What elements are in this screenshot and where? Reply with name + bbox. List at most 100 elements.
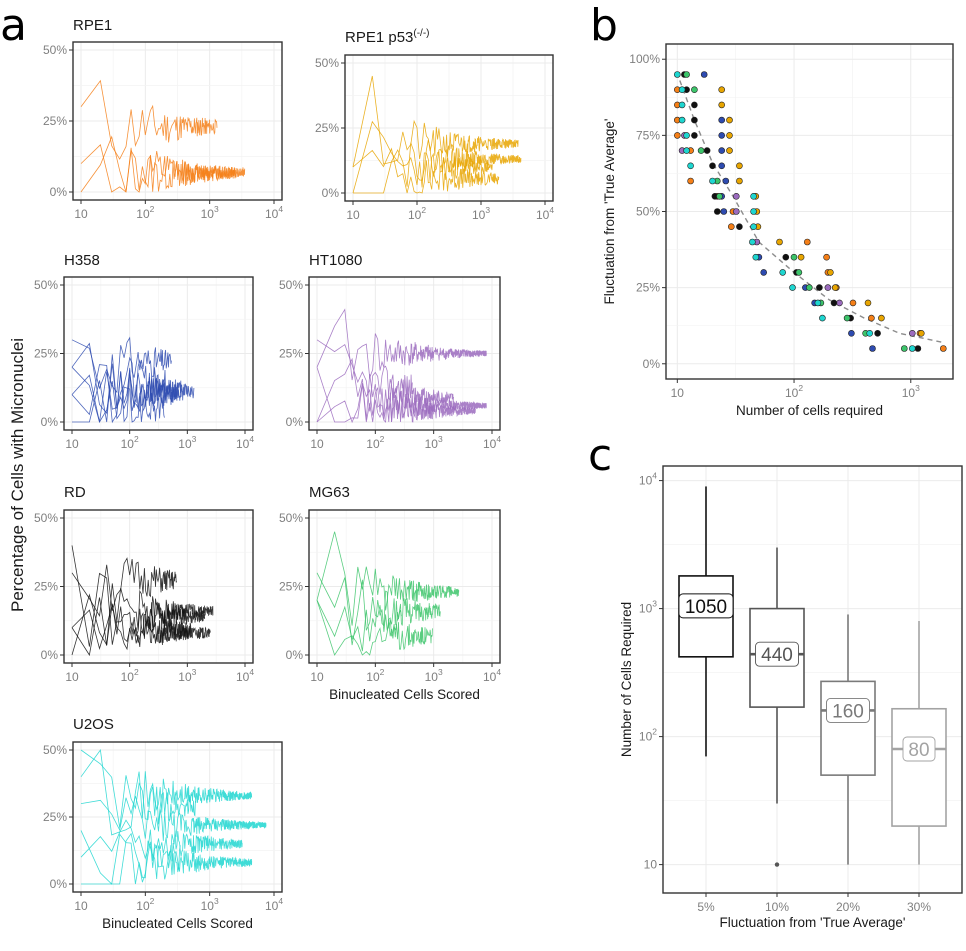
data-point [678,86,686,93]
x-tick-label: 10 [346,208,360,222]
data-point [790,253,798,261]
data-point [732,208,740,215]
x-axis-title: Binucleated Cells Scored [329,687,480,702]
x-tick-label: 102 [136,896,154,913]
y-tick-label: 100% [629,52,660,66]
point-group-ht1080 [678,132,916,337]
data-point [722,177,730,185]
data-point [718,162,726,170]
x-axis-title: Binucleated Cells Scored [102,916,253,931]
y-tick-label: 25% [34,347,58,361]
data-line-series-5 [71,604,193,651]
y-axis-title: Number of Cells Required [619,602,634,757]
facet-rpe1: RPE1 0% 25% 50% 10 102 103 104 [43,17,283,221]
y-tick-label: 75% [636,128,660,142]
data-point [720,208,728,215]
x-tick-label: 10 [65,437,79,451]
facet-title: H358 [64,252,100,269]
data-point [900,345,908,352]
x-tick-label: 103 [201,204,219,221]
data-point [687,177,694,185]
y-tick-label: 50% [279,511,303,525]
data-point [874,329,881,337]
data-point [718,116,726,124]
median-label: 1050 [685,597,727,618]
data-point [836,299,843,307]
data-point [700,71,708,78]
data-point [939,345,947,352]
data-line-series-1 [316,531,460,626]
x-tick-label: 104 [265,896,283,913]
point-group-rpe1-p53 [718,86,925,337]
data-line-series-2 [353,139,522,194]
y-tick-label: 10 [644,858,658,872]
data-point [848,329,855,337]
y-tick-label: 25% [43,810,67,824]
box-iqr [891,707,947,827]
facet-rd: RD 0% 25% 50% 10 102 103 104 [34,484,254,684]
data-point [683,132,690,139]
data-point [914,345,922,352]
data-point [830,299,838,307]
x-tick-label: 103 [425,434,443,451]
y-tick-label: 0% [41,415,59,429]
data-point [849,299,857,307]
point-group-mg63 [683,71,908,352]
data-point [726,147,733,154]
y-axis-title: Fluctuation from 'True Average' [602,119,617,305]
data-point [866,329,874,337]
data-line-series-1 [71,557,177,617]
data-point [683,147,690,154]
data-line-series-1 [316,308,487,381]
median-label-box [755,641,799,667]
data-point [750,208,757,215]
data-point [917,329,925,337]
data-point [687,162,694,170]
panel-c-boxplot: 1050 440 160 80 10 102 103 104 5% 10% 20% 30%Fluctu… [619,465,963,930]
y-tick-label: 50% [43,43,67,57]
data-point [752,253,760,261]
data-line-series-1 [71,336,172,394]
y-tick-label: 50% [279,278,303,292]
x-tick-label: 102 [408,205,426,222]
y-tick-label: 50% [43,743,67,757]
y-tick-label: 50% [636,205,660,219]
data-point [868,314,875,322]
data-line-series-3 [316,599,402,652]
data-point [673,132,681,139]
data-point [795,269,803,276]
facet-ht1080: HT1080 0% 25% 50% 10 102 103 104 [279,252,501,451]
facet-rpe1-p53: RPE1 p53(-/-) 0% 25% 50% 10 102 103 104 [315,28,554,222]
data-line-series-6 [81,832,181,885]
data-point [843,314,851,322]
y-tick-label: 0% [50,185,68,199]
data-point [908,345,916,352]
median-label-box [678,593,734,619]
y-tick-label: 103 [639,599,657,616]
data-point [691,116,698,124]
y-tick-label: 0% [50,877,68,891]
data-point [878,314,885,322]
data-point [819,314,826,322]
x-tick-label: 10 [671,386,685,400]
facet-title: HT1080 [309,252,362,269]
data-point [736,177,743,185]
data-line-series-1 [80,748,253,836]
data-point [776,238,783,246]
data-line-series-3 [71,583,206,657]
data-point [750,223,757,230]
x-tick-label: 10 [65,670,79,684]
plot-frame [662,465,963,894]
data-line-series-4 [316,600,433,656]
x-tick-label: 104 [265,204,283,221]
x-tick-label: 104 [536,205,554,222]
data-line-series-5 [71,342,175,423]
median-label: 440 [761,645,793,666]
data-point [713,208,721,215]
x-tick-label: 10% [765,900,789,914]
data-point [726,132,733,139]
panel-letter-b: b [590,0,618,51]
x-tick-label: 103 [902,383,920,400]
data-line-series-5 [316,367,476,423]
